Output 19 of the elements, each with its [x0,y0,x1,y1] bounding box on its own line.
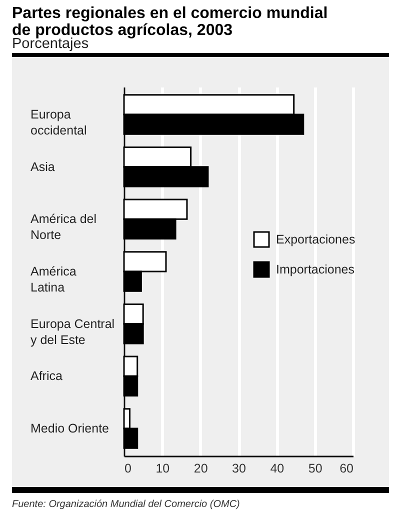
y-tick-label: Medio Oriente [30,422,110,436]
x-tick-label: 0 [124,462,132,476]
x-tick-label: 60 [340,462,354,476]
legend-label: Exportaciones [276,232,356,246]
legend-label: Importaciones [276,262,355,276]
chart-subtitle: Porcentajes [12,36,89,52]
source-note: Fuente: Organización Mundial del Comercio (OMC) [12,499,240,511]
x-tick-label: 30 [232,462,246,476]
x-tick-label: 10 [156,462,170,476]
y-tick-label: América del Norte [30,212,96,242]
x-tick-label: 50 [308,462,322,476]
y-tick-label: América Latina [30,264,76,294]
y-tick-label: Europa occidental [30,107,87,138]
x-tick-label: 40 [270,462,284,476]
y-tick-label: Asia [30,160,55,174]
y-tick-label: Europa Central y del Este [30,316,115,347]
chart-title: Partes regionales en el comercio mundial de productos agrícolas, 2003 [12,5,329,39]
y-tick-label: Africa [30,369,62,384]
x-tick-label: 20 [194,462,208,476]
